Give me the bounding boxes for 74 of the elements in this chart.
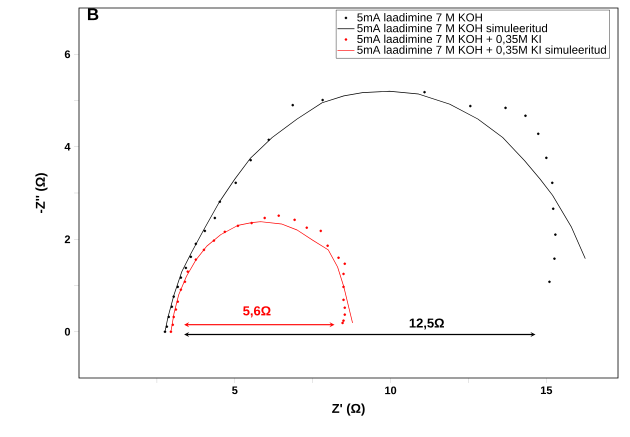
point <box>342 298 345 302</box>
point <box>172 316 176 318</box>
point <box>218 200 222 204</box>
point <box>469 104 472 108</box>
point <box>305 226 308 229</box>
point <box>337 256 340 260</box>
point <box>552 207 554 210</box>
annotation: 5,6Ω <box>243 306 271 318</box>
y-tick-label: 0 <box>64 328 70 336</box>
point <box>326 244 329 248</box>
point <box>504 106 507 110</box>
point <box>172 295 176 298</box>
point <box>321 98 324 102</box>
point <box>554 233 557 236</box>
x-tick-label: 5 <box>232 386 238 394</box>
point <box>263 216 266 220</box>
point <box>548 280 551 284</box>
point <box>184 266 188 270</box>
point <box>423 90 426 94</box>
point <box>550 182 554 184</box>
point <box>342 272 345 276</box>
point <box>342 319 345 322</box>
point <box>176 286 180 288</box>
point <box>190 256 192 258</box>
point <box>236 224 240 228</box>
point <box>553 257 556 260</box>
x-tick-label: 10 <box>385 386 396 394</box>
x-axis-title: Z' (Ω) <box>332 404 365 416</box>
point <box>202 248 206 252</box>
y-axis-title: -Z'' (Ω) <box>35 173 48 213</box>
point <box>342 286 345 288</box>
point <box>204 230 206 232</box>
point <box>180 276 182 279</box>
point <box>212 239 216 242</box>
point <box>174 308 178 311</box>
point <box>224 230 226 234</box>
point <box>176 300 180 303</box>
point <box>545 156 548 160</box>
legend-label: 5mA laadimine 7 M KOH + 0,35M KI <box>357 34 541 44</box>
point <box>250 222 253 224</box>
x-tick-label: 15 <box>540 386 552 394</box>
point <box>343 306 346 309</box>
point <box>184 280 186 284</box>
legend-label: 5mA laadimine 7 M KOH simuleeritud <box>357 24 548 32</box>
chart-title: B <box>88 8 98 20</box>
point <box>341 322 344 324</box>
point <box>277 214 280 217</box>
point <box>524 114 527 118</box>
annotation: 12,5Ω <box>410 318 444 330</box>
point <box>164 330 166 334</box>
point <box>170 330 172 334</box>
point <box>293 218 296 222</box>
point <box>291 104 294 106</box>
legend-label: 5mA laadimine 7 M KOH + 0,35M KI simuleeritud <box>357 45 606 56</box>
point <box>171 324 174 326</box>
point <box>234 182 238 184</box>
point <box>249 158 252 162</box>
point <box>194 258 198 261</box>
point <box>186 270 190 273</box>
legend-label: 5mA laadimine 7 M KOH <box>357 13 482 22</box>
point <box>180 288 182 291</box>
point <box>167 316 170 318</box>
point <box>194 242 198 246</box>
point <box>536 132 540 136</box>
point <box>343 262 346 266</box>
point <box>267 138 270 142</box>
point <box>170 305 174 308</box>
point <box>319 230 322 232</box>
point <box>166 325 168 328</box>
y-tick-label: 2 <box>64 235 70 244</box>
y-tick-label: 4 <box>64 142 70 151</box>
point <box>214 216 216 220</box>
y-tick-label: 6 <box>64 50 70 58</box>
point <box>343 313 346 316</box>
